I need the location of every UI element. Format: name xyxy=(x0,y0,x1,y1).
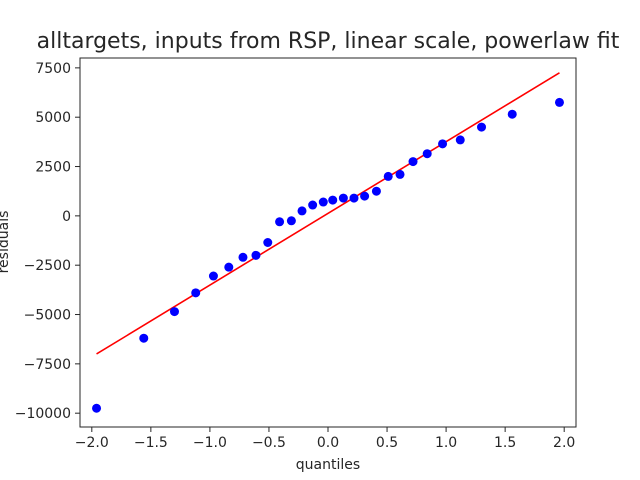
y-tick-label: 5000 xyxy=(35,110,71,126)
y-tick-label: 2500 xyxy=(35,160,71,176)
y-tick-label: 0 xyxy=(62,209,71,225)
fit-line-layer xyxy=(96,72,560,355)
data-point xyxy=(349,193,359,203)
fit-line xyxy=(96,72,560,355)
data-point xyxy=(408,157,418,167)
x-tick-label: 0.5 xyxy=(376,435,398,451)
y-tick-label: −5000 xyxy=(24,308,71,324)
x-tick-label: 0.0 xyxy=(317,435,339,451)
data-point xyxy=(275,217,285,227)
y-tick-label: −7500 xyxy=(24,357,71,373)
y-tick-label: 7500 xyxy=(35,61,71,77)
data-point xyxy=(251,250,261,260)
data-point xyxy=(507,109,517,119)
plot-area xyxy=(79,57,577,428)
data-point xyxy=(92,403,102,413)
data-point xyxy=(169,307,179,317)
y-tick-label: −10000 xyxy=(15,406,71,422)
x-tick-label: 1.0 xyxy=(435,435,457,451)
data-point xyxy=(286,216,296,226)
data-point xyxy=(224,262,234,272)
x-axis: −2.0 −1.5 −1.0 −0.5 0.0 0.5 1.0 1.5 2.0 xyxy=(75,427,575,451)
data-point xyxy=(395,169,405,179)
data-point xyxy=(455,135,465,145)
data-point xyxy=(318,197,328,207)
data-point xyxy=(191,288,201,298)
x-tick-label: 2.0 xyxy=(553,435,575,451)
data-point xyxy=(338,193,348,203)
data-point xyxy=(328,195,338,205)
x-tick-label: −1.0 xyxy=(193,435,227,451)
data-point xyxy=(383,171,393,181)
data-point xyxy=(422,149,432,159)
y-tick-label: −2500 xyxy=(24,258,71,274)
x-tick-label: −2.0 xyxy=(75,435,109,451)
data-point xyxy=(438,139,448,149)
data-point xyxy=(360,191,370,201)
data-point xyxy=(139,333,149,343)
x-tick-label: −1.5 xyxy=(134,435,168,451)
chart-title: alltargets, inputs from RSP, linear scal… xyxy=(37,29,620,54)
points-layer xyxy=(92,97,564,413)
y-axis: −10000 −7500 −5000 −2500 0 2500 5000 7500 xyxy=(15,61,80,422)
data-point xyxy=(208,271,218,281)
data-point xyxy=(308,200,318,210)
data-point xyxy=(554,97,564,107)
data-point xyxy=(371,186,381,196)
data-point xyxy=(297,206,307,216)
data-point xyxy=(477,122,487,132)
y-axis-label: residuals xyxy=(0,211,12,274)
x-tick-label: 1.5 xyxy=(494,435,516,451)
data-point xyxy=(238,252,248,262)
x-axis-label: quantiles xyxy=(296,457,360,473)
x-tick-label: −0.5 xyxy=(252,435,286,451)
data-point xyxy=(263,238,273,247)
